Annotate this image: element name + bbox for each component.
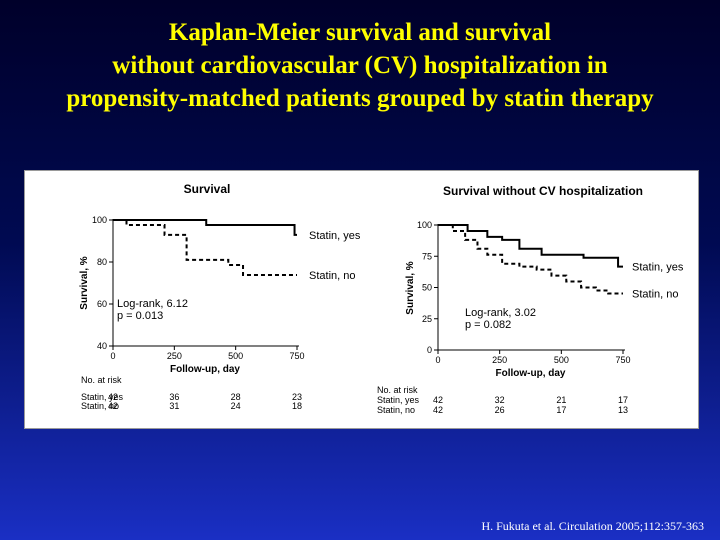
series-label: Statin, yes bbox=[632, 262, 684, 274]
series-line-statin-no bbox=[438, 224, 623, 295]
y-tick-label: 60 bbox=[97, 299, 107, 309]
risk-value: 31 bbox=[169, 401, 179, 411]
risk-value: 21 bbox=[556, 395, 566, 405]
x-tick-label: 750 bbox=[289, 351, 304, 361]
risk-row-label: Statin, no bbox=[81, 401, 119, 411]
risk-value: 24 bbox=[231, 401, 241, 411]
y-tick-label: 40 bbox=[97, 341, 107, 351]
risk-table-header: No. at risk bbox=[81, 375, 122, 385]
risk-row-label: Statin, no bbox=[377, 405, 415, 415]
risk-value: 23 bbox=[292, 392, 302, 402]
y-axis-label: Survival, % bbox=[79, 256, 90, 309]
risk-value: 17 bbox=[556, 405, 566, 415]
x-tick-label: 250 bbox=[492, 355, 507, 365]
risk-row-label: Statin, yes bbox=[377, 395, 420, 405]
y-tick-label: 100 bbox=[417, 220, 432, 230]
x-tick-label: 0 bbox=[435, 355, 440, 365]
x-tick-label: 750 bbox=[615, 355, 630, 365]
logrank-annotation: Log-rank, 6.12 bbox=[117, 298, 188, 310]
y-tick-label: 80 bbox=[97, 257, 107, 267]
chart-title: Survival without CV hospitalization bbox=[443, 184, 643, 198]
x-tick-label: 250 bbox=[167, 351, 182, 361]
series-line-statin-no bbox=[113, 219, 297, 277]
logrank-annotation: p = 0.082 bbox=[465, 319, 511, 331]
x-tick-label: 500 bbox=[554, 355, 569, 365]
logrank-annotation: p = 0.013 bbox=[117, 310, 163, 322]
series-label: Statin, yes bbox=[309, 230, 361, 242]
figure-panel: Survival 40 60 80 100 0 250 500 750 Follow-up, da… bbox=[24, 170, 699, 429]
chart-2: Survival without CV hospitalization 0 25 50… bbox=[377, 184, 684, 415]
y-axis-label: Survival, % bbox=[405, 261, 416, 314]
y-tick-label: 100 bbox=[92, 215, 107, 225]
x-axis-label: Follow-up, day bbox=[496, 368, 566, 379]
risk-value: 26 bbox=[495, 405, 505, 415]
y-tick-label: 25 bbox=[422, 314, 432, 324]
series-line-statin-yes bbox=[113, 219, 297, 236]
chart-1: Survival 40 60 80 100 0 250 500 750 Follow-up, da… bbox=[79, 182, 361, 411]
y-tick-label: 50 bbox=[422, 283, 432, 293]
risk-value: 42 bbox=[433, 395, 443, 405]
x-tick-label: 500 bbox=[228, 351, 243, 361]
risk-value: 17 bbox=[618, 395, 628, 405]
series-line-statin-yes bbox=[438, 224, 623, 268]
series-label: Statin, no bbox=[309, 270, 355, 282]
title-line-3: propensity-matched patients grouped by s… bbox=[66, 85, 654, 112]
chart-title: Survival bbox=[184, 182, 231, 196]
risk-value: 42 bbox=[108, 392, 118, 402]
citation: H. Fukuta et al. Circulation 2005;112:35… bbox=[481, 519, 704, 533]
logrank-annotation: Log-rank, 3.02 bbox=[465, 307, 536, 319]
risk-value: 32 bbox=[495, 395, 505, 405]
x-axis-label: Follow-up, day bbox=[170, 364, 240, 375]
series-label: Statin, no bbox=[632, 289, 678, 301]
risk-value: 42 bbox=[108, 401, 118, 411]
risk-value: 18 bbox=[292, 401, 302, 411]
risk-value: 42 bbox=[433, 405, 443, 415]
y-tick-label: 75 bbox=[422, 251, 432, 261]
slide-title: Kaplan-Meier survival and survival witho… bbox=[0, 16, 720, 115]
title-line-1: Kaplan-Meier survival and survival bbox=[168, 19, 552, 46]
risk-value: 13 bbox=[618, 405, 628, 415]
risk-value: 36 bbox=[169, 392, 179, 402]
y-tick-label: 0 bbox=[427, 345, 432, 355]
risk-row-label: Statin, yes bbox=[81, 392, 124, 402]
title-line-2: without cardiovascular (CV) hospitalizat… bbox=[112, 52, 608, 79]
risk-table-header: No. at risk bbox=[377, 385, 418, 395]
x-tick-label: 0 bbox=[110, 351, 115, 361]
risk-value: 28 bbox=[231, 392, 241, 402]
